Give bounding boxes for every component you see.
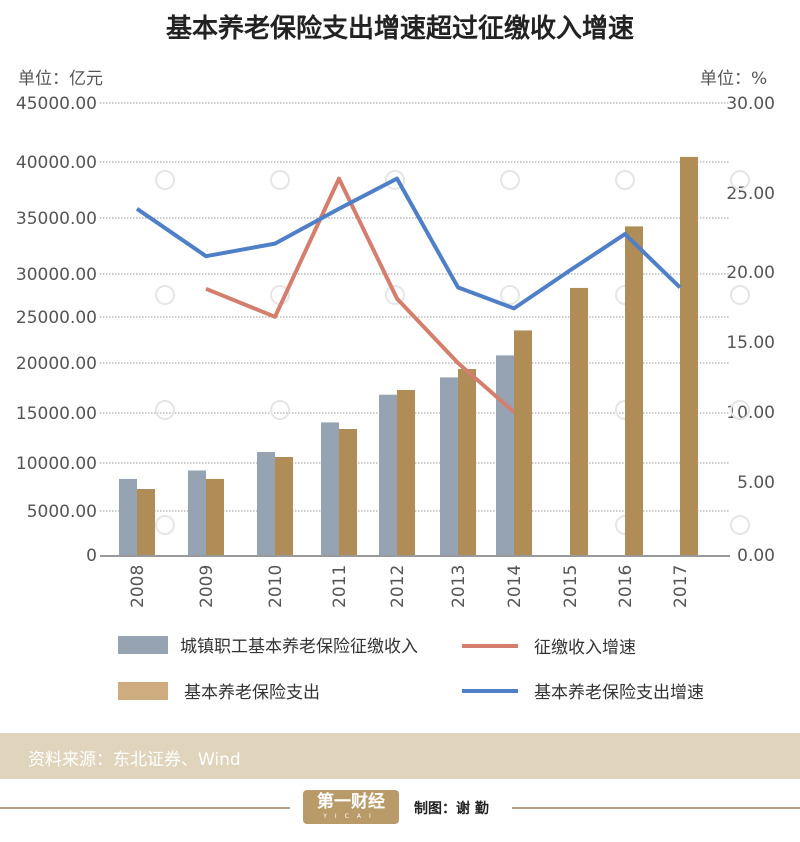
x-tick-label: 2009 (197, 565, 217, 608)
bar-2009-income (188, 470, 206, 555)
left-tick-label: 10000.00 (16, 454, 97, 474)
right-axis-unit: 单位：% (700, 69, 768, 89)
left-tick-label: 30000.00 (16, 265, 97, 285)
bar-2012-income (379, 394, 397, 555)
left-tick-label: 20000.00 (16, 354, 97, 374)
credit-text: 制图：谢 勤 (414, 801, 489, 817)
bar-2008-expense (137, 489, 155, 555)
logo-text: 第一财经 (317, 792, 385, 812)
watermark-icon (730, 515, 750, 535)
right-tick-label: 0.00 (737, 546, 775, 566)
legend-label: 征缴收入增速 (534, 638, 636, 658)
legend-income-growth: 征缴收入增速 (462, 633, 636, 658)
bar-2014-expense (514, 330, 532, 555)
right-tick-label: 15.00 (726, 333, 775, 353)
legend-income-bar: 城镇职工基本养老保险征缴收入 (118, 632, 418, 657)
watermark-icon (155, 515, 175, 535)
bar-2015-expense (570, 287, 588, 555)
watermark-icon (500, 285, 520, 305)
legend-swatch (118, 681, 168, 700)
logo-subtext: YICAI (323, 813, 379, 820)
watermark-icon (385, 170, 405, 190)
x-tick-label: 2015 (561, 565, 581, 608)
legend-expense-bar: 基本养老保险支出 (118, 678, 320, 703)
watermark-icon (500, 170, 520, 190)
bar-2010-expense (275, 457, 293, 555)
right-tick-label: 5.00 (737, 473, 775, 493)
bar-2014-income (496, 355, 514, 555)
income-growth-line (205, 176, 516, 414)
right-tick-label: 10.00 (726, 403, 775, 423)
watermark-icon (730, 170, 750, 190)
left-tick-label: 45000.00 (16, 94, 97, 114)
left-tick-label: 5000.00 (27, 502, 97, 522)
left-tick-label: 25000.00 (16, 308, 97, 328)
bar-2013-income (440, 377, 458, 555)
bar-2011-income (321, 422, 339, 555)
chart-title: 基本养老保险支出增速超过征缴收入增速 (165, 14, 634, 44)
watermark-icon (270, 400, 290, 420)
x-tick-label: 2010 (266, 565, 286, 608)
bar-2010-income (257, 452, 275, 555)
watermark-icon (615, 170, 635, 190)
x-tick-label: 2013 (449, 565, 469, 608)
combo-chart: 45000.00 40000.00 35000.00 30000.00 25000.00… (16, 94, 775, 608)
yicai-logo: 第一财经 YICAI (303, 790, 399, 824)
right-tick-label: 20.00 (726, 263, 775, 283)
legend-swatch (462, 688, 518, 693)
left-tick-label: 35000.00 (16, 209, 97, 229)
legend-label: 基本养老保险支出增速 (534, 683, 704, 703)
legend-label: 基本养老保险支出 (184, 683, 320, 703)
source-band: 资料来源：东北证券、Wind (0, 733, 800, 779)
bar-2017-expense (680, 156, 698, 555)
x-tick-label: 2014 (505, 565, 525, 608)
legend-swatch (118, 635, 168, 654)
bar-2012-expense (397, 390, 415, 555)
watermark-icon (385, 285, 405, 305)
x-tick-label: 2012 (388, 565, 408, 608)
x-tick-label: 2008 (128, 565, 148, 608)
bar-2011-expense (339, 429, 357, 555)
divider-right (512, 807, 800, 809)
legend-label: 城镇职工基本养老保险征缴收入 (180, 637, 418, 657)
left-tick-label: 0 (86, 546, 97, 566)
watermark-icon (730, 400, 750, 420)
source-text: 资料来源：东北证券、Wind (28, 750, 241, 770)
left-tick-label: 40000.00 (16, 153, 97, 173)
x-tick-label: 2011 (330, 565, 350, 608)
watermark-icon (155, 170, 175, 190)
bar-2013-expense (458, 369, 476, 555)
watermark-icon (155, 400, 175, 420)
right-tick-label: 30.00 (726, 94, 775, 114)
bar-2009-expense (206, 478, 224, 555)
watermark-icon (730, 285, 750, 305)
bar-2008-income (119, 478, 137, 555)
bar-2016-expense (625, 226, 643, 555)
left-axis-unit: 单位：亿元 (18, 69, 103, 89)
divider-left (0, 807, 290, 809)
x-tick-label: 2016 (616, 565, 636, 608)
watermark-icon (270, 170, 290, 190)
watermark-icon (155, 285, 175, 305)
expense-growth-line (135, 176, 682, 311)
left-tick-label: 15000.00 (16, 404, 97, 424)
x-tick-label: 2017 (671, 565, 691, 608)
legend-expense-growth: 基本养老保险支出增速 (462, 678, 704, 703)
legend-swatch (462, 643, 518, 648)
